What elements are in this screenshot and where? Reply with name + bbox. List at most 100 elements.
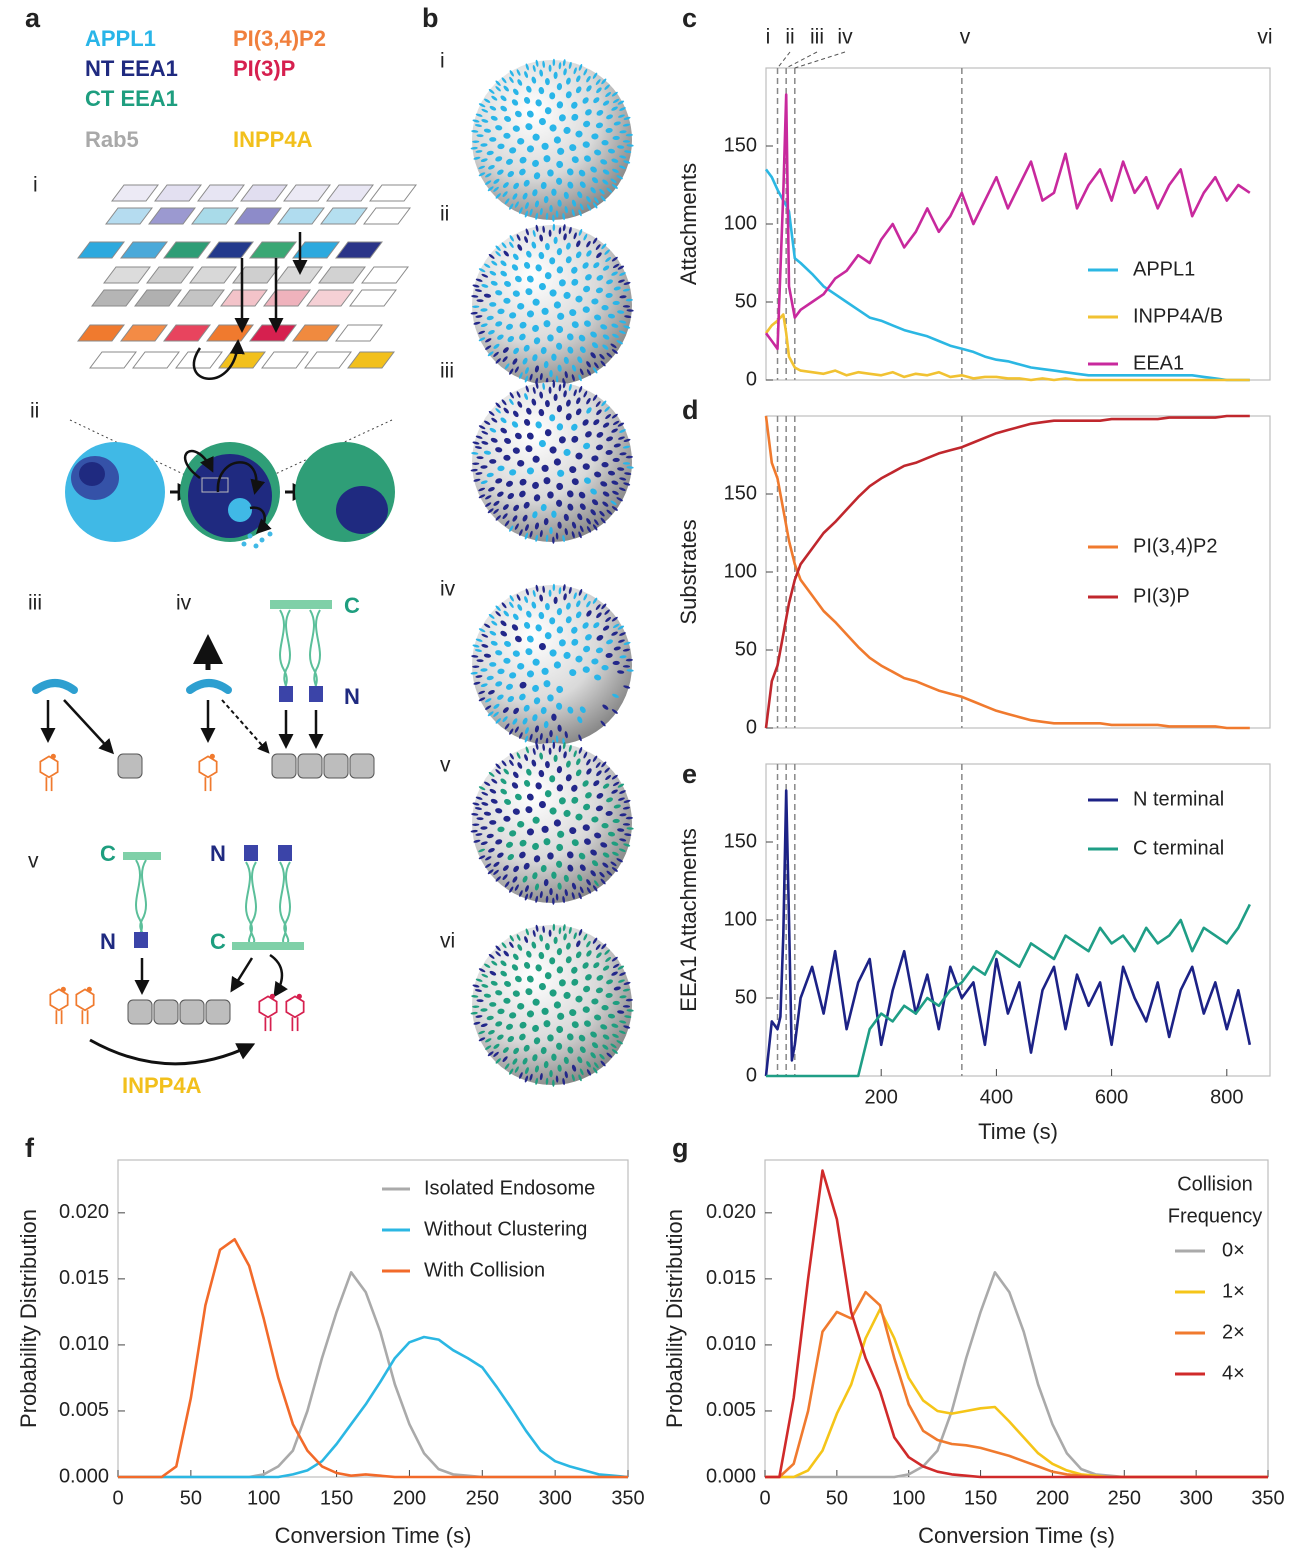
sphere-dot — [578, 747, 583, 754]
sphere-dot — [517, 944, 523, 951]
sphere-dot — [472, 462, 480, 465]
sphere-dot — [485, 495, 492, 500]
sphere-dot — [595, 987, 603, 994]
sphere-dot — [525, 588, 529, 596]
sphere-dot — [626, 144, 634, 147]
sphere-dot — [565, 956, 572, 964]
sphere-dot — [605, 413, 612, 420]
sphere-dot — [480, 158, 488, 163]
sphere-dot — [534, 200, 540, 208]
sphere-dot — [535, 212, 539, 220]
y-tick-label: 0.010 — [59, 1333, 109, 1355]
sphere-dot — [583, 68, 588, 76]
sphere-dot — [535, 99, 542, 107]
sphere-dot — [533, 494, 541, 502]
sphere-dot — [540, 706, 547, 715]
y-axis-label: Substrates — [676, 519, 701, 624]
sphere-dot — [578, 491, 586, 499]
sphere-dot — [475, 833, 483, 836]
sphere-dot — [506, 323, 513, 330]
sphere-dot — [549, 807, 557, 815]
sphere-dot — [485, 180, 492, 185]
sphere-dot — [488, 410, 495, 416]
sphere-dot — [551, 353, 557, 361]
sphere-dot — [476, 659, 484, 663]
grid-cell — [320, 207, 368, 225]
sphere-dot — [485, 173, 492, 178]
sphere-dot — [503, 997, 511, 1004]
sphere-dot — [563, 809, 571, 817]
sphere-dot — [578, 334, 586, 342]
sphere-dot — [602, 852, 610, 858]
sphere-dot — [605, 616, 612, 623]
sphere-dot — [553, 819, 562, 827]
sphere-dot — [551, 871, 557, 879]
sphere-dot — [558, 384, 562, 392]
sphere-dot — [516, 391, 521, 398]
sphere-dot — [605, 449, 613, 455]
sphere-dot — [488, 330, 495, 335]
sphere-dot — [532, 872, 538, 880]
sphere-dot — [575, 86, 582, 94]
sphere-dot — [617, 467, 625, 471]
sphere-dot — [500, 260, 507, 267]
sphere-dot — [612, 98, 620, 104]
sphere-dot — [600, 324, 608, 330]
sphere-dot — [592, 885, 598, 892]
sphere-dot — [509, 941, 514, 948]
sphere-dot — [539, 234, 544, 242]
sphere-dot — [624, 150, 632, 154]
series-line — [764, 415, 1250, 730]
sphere-dot — [478, 487, 486, 492]
sphere-dot — [525, 1067, 529, 1075]
sphere-dot — [495, 945, 501, 951]
legend-label: Without Clustering — [424, 1218, 587, 1240]
sphere-dot — [568, 61, 572, 69]
sphere-dot — [533, 337, 541, 345]
sphere-dot — [539, 373, 543, 381]
sphere-dot — [533, 697, 541, 705]
series-line — [764, 168, 1250, 382]
sphere-dot — [526, 670, 535, 678]
sphere-dot — [549, 414, 556, 422]
sphere-dot — [602, 1034, 610, 1040]
sphere-dot — [495, 402, 501, 408]
sphere-dot — [610, 343, 617, 349]
sphere-dot — [573, 232, 577, 240]
y-axis-label: EEA1 Attachments — [676, 828, 701, 1011]
sphere-dot — [545, 77, 550, 86]
sphere-dot — [596, 635, 604, 641]
sphere-dot — [623, 281, 631, 285]
sphere-dot — [535, 895, 539, 903]
sphere-dot — [481, 441, 489, 445]
sphere-dot — [571, 478, 579, 486]
sphere-dot — [512, 953, 519, 961]
legend-label: INPP4A — [233, 127, 313, 152]
sphere-dot — [475, 978, 483, 982]
y-tick-label: 0.005 — [706, 1399, 756, 1421]
sphere-dot — [491, 778, 498, 784]
sphere-dot — [532, 64, 536, 72]
sphere-dot — [481, 108, 489, 113]
sphere-dot — [480, 1023, 488, 1028]
sphere-dot — [531, 601, 537, 609]
sphere-dot — [583, 593, 588, 601]
sphere-dot — [596, 770, 602, 777]
sphere-dot — [552, 897, 555, 905]
sphere-dot — [591, 860, 599, 867]
sphere-dot — [490, 437, 498, 443]
sphere-dot — [611, 480, 619, 485]
sphere-dot — [557, 882, 562, 890]
sphere-dot — [519, 732, 523, 739]
sphere-dot — [532, 684, 539, 692]
sphere-dot — [563, 593, 567, 601]
sphere-dot — [548, 386, 552, 394]
grid-cell — [249, 241, 297, 259]
sphere-dot — [622, 1005, 631, 1008]
sphere-dot — [556, 83, 563, 91]
sphere-dot — [500, 960, 507, 967]
sphere — [472, 225, 632, 385]
sphere-dot — [590, 849, 597, 856]
sphere-dot — [577, 356, 583, 364]
sphere-dot — [578, 374, 582, 382]
